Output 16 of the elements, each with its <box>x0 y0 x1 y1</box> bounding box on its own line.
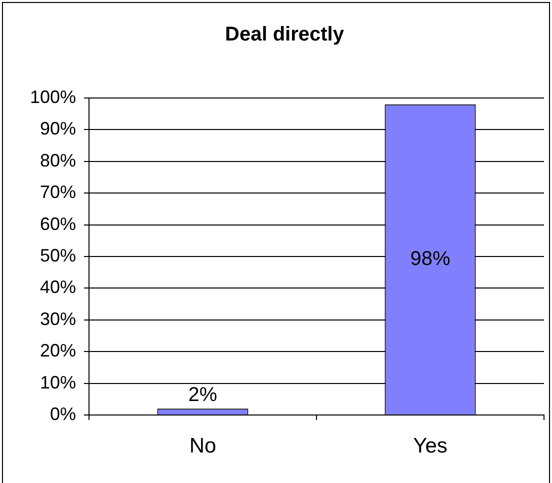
y-tick-label: 80% <box>40 150 76 170</box>
y-tick-label: 100% <box>30 86 76 107</box>
x-tick-label: No <box>189 434 216 458</box>
x-tick-label: Yes <box>413 434 448 458</box>
y-tick-label: 90% <box>40 118 76 139</box>
y-tick-label: 70% <box>40 182 76 202</box>
y-tick-label: 0% <box>50 404 76 424</box>
chart-title: Deal directly <box>225 24 345 46</box>
y-tick-label: 30% <box>40 308 76 329</box>
data-label: 2% <box>188 384 218 406</box>
y-tick-label: 40% <box>40 277 76 298</box>
y-tick-label: 60% <box>40 214 76 234</box>
y-tick-label: 20% <box>40 340 76 361</box>
y-tick-label: 50% <box>40 245 76 266</box>
data-label: 98% <box>410 248 450 270</box>
y-tick-label: 10% <box>40 372 76 392</box>
